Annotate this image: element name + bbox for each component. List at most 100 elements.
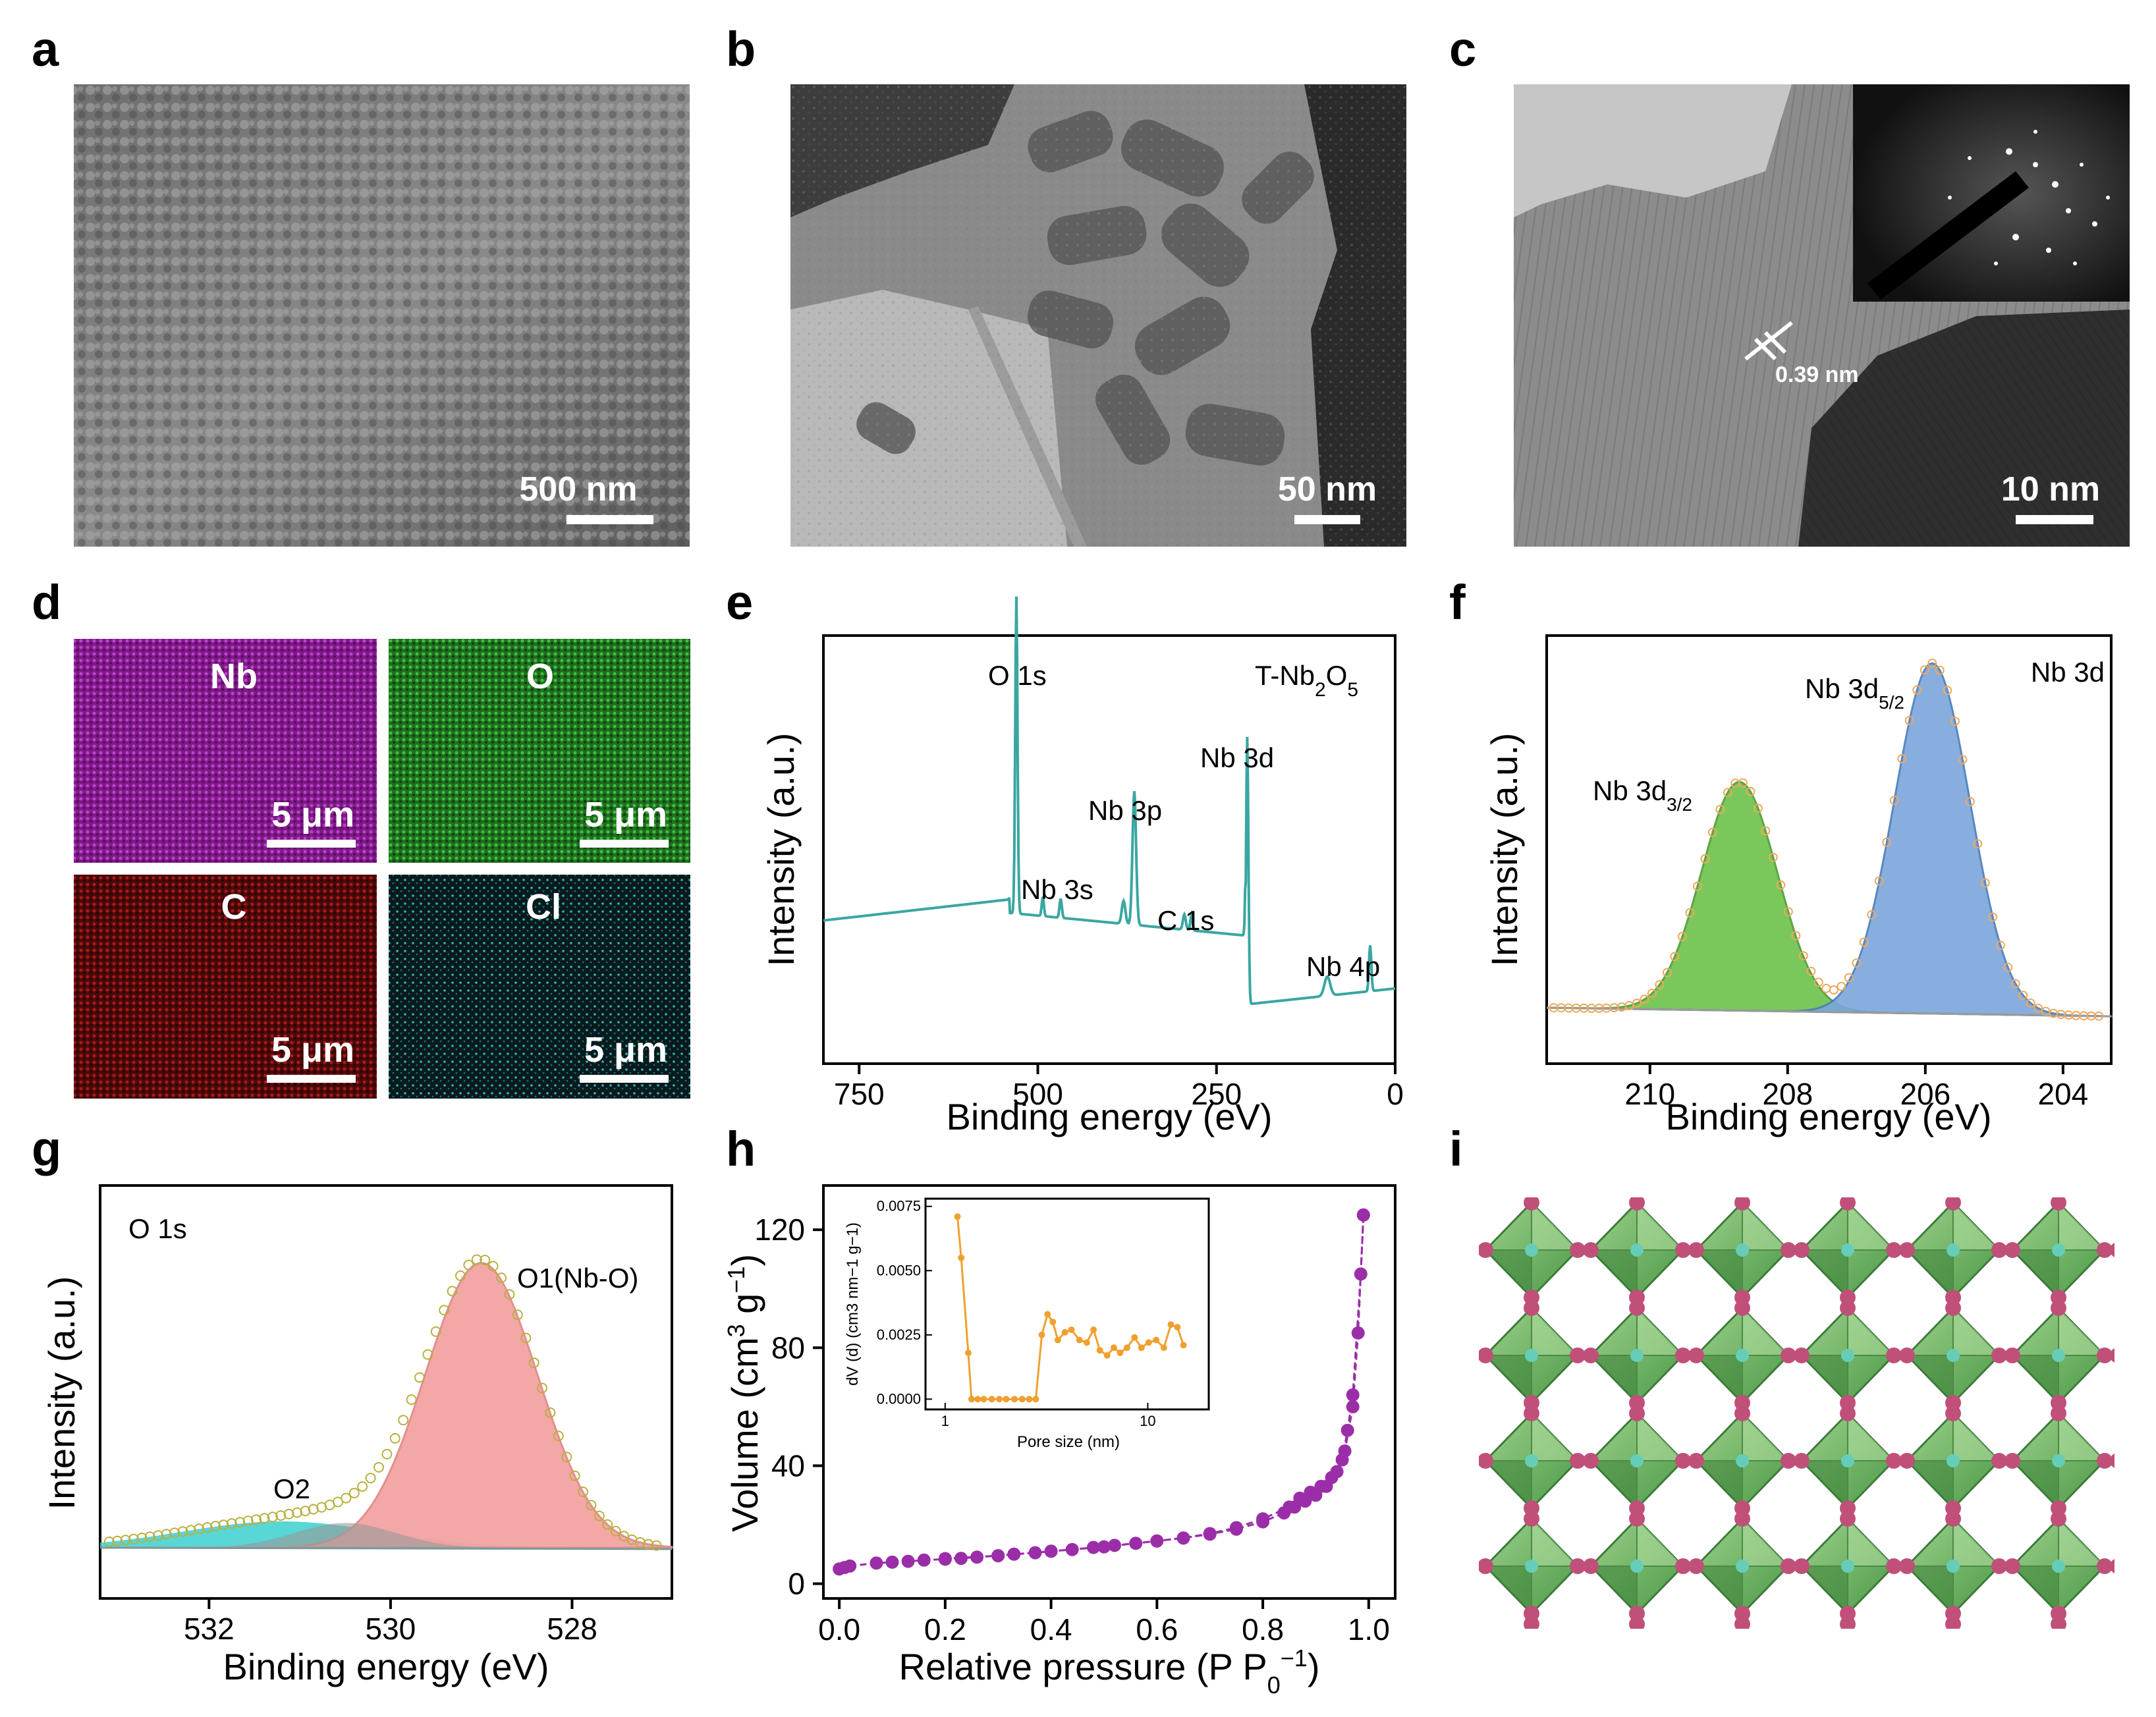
- scale-bar-label-b: 50 nm: [1278, 470, 1377, 508]
- raw-data-point: [1882, 837, 1892, 847]
- x-tick-label: 204: [2037, 1077, 2088, 1111]
- isotherm-point: [1065, 1542, 1079, 1556]
- raw-data-point: [1874, 876, 1884, 886]
- inset-point: [1032, 1396, 1039, 1403]
- raw-data-point: [496, 1272, 507, 1284]
- raw-data-point: [537, 1382, 547, 1394]
- inset-x-label: Pore size (nm): [1017, 1433, 1120, 1451]
- isotherm-point: [901, 1554, 915, 1568]
- raw-data-point: [528, 1357, 539, 1369]
- vacuum-region: [1514, 84, 1792, 217]
- raw-data-point: [422, 1349, 433, 1360]
- chart-title-f: Nb 3d: [2031, 657, 2105, 688]
- isotherm-point: [1007, 1547, 1021, 1561]
- raw-data-point: [144, 1531, 155, 1542]
- inset-point: [988, 1396, 995, 1403]
- raw-data-point: [1897, 753, 1907, 763]
- raw-data-point: [480, 1255, 491, 1266]
- eds-scale-label-nb: 5 μm: [271, 795, 354, 834]
- inset-point: [1167, 1321, 1175, 1328]
- panel-letter-i: i: [1449, 1122, 1463, 1176]
- raw-data-point: [275, 1510, 287, 1521]
- raw-data-point: [586, 1500, 597, 1511]
- eds-scale-bar-o: [580, 840, 669, 848]
- inset-point: [1123, 1344, 1130, 1351]
- raw-data-point: [357, 1481, 368, 1492]
- raw-data-point: [578, 1486, 588, 1497]
- raw-data-point: [1920, 665, 1929, 675]
- raw-data-point: [439, 1305, 450, 1316]
- raw-data-point: [610, 1525, 621, 1537]
- beam-stopper: [1867, 171, 2029, 300]
- isotherm-point: [1325, 1471, 1339, 1485]
- isotherm-point: [917, 1553, 931, 1567]
- isotherm-point: [870, 1556, 883, 1570]
- raw-data-point: [112, 1535, 123, 1546]
- axes-frame-e: [822, 634, 1396, 1065]
- lattice-marker: [1744, 321, 1793, 361]
- raw-data-point: [1837, 981, 1846, 991]
- eds-scale-bar-nb: [267, 840, 356, 848]
- isotherm-point: [938, 1552, 952, 1566]
- inset-x-tick-label: 10: [1140, 1413, 1155, 1429]
- raw-data-point: [1852, 958, 1862, 968]
- x-tick-label: 532: [184, 1612, 235, 1646]
- raw-data-point: [185, 1525, 196, 1536]
- isotherm-point: [1335, 1453, 1349, 1467]
- isotherm-point: [1346, 1400, 1360, 1413]
- axes-frame-g: [99, 1184, 673, 1600]
- raw-data-point: [1685, 908, 1695, 917]
- x-tick-label: 210: [1624, 1077, 1675, 1111]
- raw-data-point: [398, 1415, 409, 1426]
- isotherm-point: [1341, 1423, 1354, 1437]
- x-ticks-e: 750 500 250 0: [834, 1064, 1404, 1111]
- x-tick-label: 206: [1900, 1077, 1950, 1111]
- raw-data-point: [1677, 932, 1687, 941]
- x-tick-label: 0.0: [818, 1612, 860, 1647]
- peak-label-c1s: C 1s: [1157, 905, 1214, 936]
- raw-data-point: [153, 1530, 164, 1541]
- inset-point: [1068, 1326, 1075, 1333]
- raw-data-point: [259, 1513, 270, 1524]
- isotherm-point: [1346, 1388, 1360, 1402]
- raw-data-point: [251, 1514, 262, 1525]
- inset-point: [1076, 1336, 1083, 1344]
- inset-x-tick-label: 1: [941, 1413, 949, 1429]
- raw-data-point: [1829, 985, 1838, 995]
- raw-data-point: [1988, 912, 1998, 922]
- raw-data-point: [177, 1526, 188, 1537]
- x-tick-label: 500: [1012, 1077, 1063, 1111]
- raw-data-point: [1746, 786, 1755, 796]
- raw-data-point: [1912, 685, 1922, 695]
- inset-point: [996, 1396, 1003, 1403]
- background-line-g: [99, 1546, 673, 1550]
- x-tick-label: 0.2: [924, 1612, 966, 1647]
- raw-data-point: [569, 1470, 580, 1481]
- raw-data-point: [1980, 878, 1990, 888]
- raw-data-point: [1715, 805, 1725, 814]
- raw-data-point: [1889, 796, 1899, 805]
- raw-data-point: [651, 1540, 662, 1551]
- inset-point: [980, 1396, 987, 1403]
- isotherm-point: [1129, 1537, 1143, 1550]
- inset-point: [974, 1396, 981, 1403]
- raw-data-point: [1859, 937, 1869, 947]
- raw-data-point: [414, 1372, 425, 1383]
- scale-bar-c: [2016, 515, 2093, 524]
- scale-bar-b: [1294, 515, 1360, 524]
- lattice-spacing-label: 0.39 nm: [1775, 362, 1859, 387]
- isotherm-point: [1293, 1491, 1307, 1505]
- peak-label-o2: O2: [273, 1473, 310, 1504]
- raw-data-point: [1632, 998, 1642, 1008]
- x-tick-label: 0.6: [1136, 1612, 1178, 1647]
- inset-point: [1054, 1336, 1061, 1344]
- eds-scale-label-c: 5 μm: [271, 1030, 354, 1070]
- y-axis-label-e: Intensity (a.u.): [760, 733, 802, 967]
- peak-label-nb3d: Nb 3d: [1200, 742, 1274, 773]
- nb3d52-peak-fill: [1546, 662, 2113, 1018]
- isotherm-point: [1351, 1326, 1365, 1340]
- raw-data-point: [2026, 998, 2035, 1008]
- raw-data-point: [283, 1508, 294, 1519]
- raw-data-point: [447, 1286, 458, 1297]
- eds-label-o: O: [526, 657, 554, 696]
